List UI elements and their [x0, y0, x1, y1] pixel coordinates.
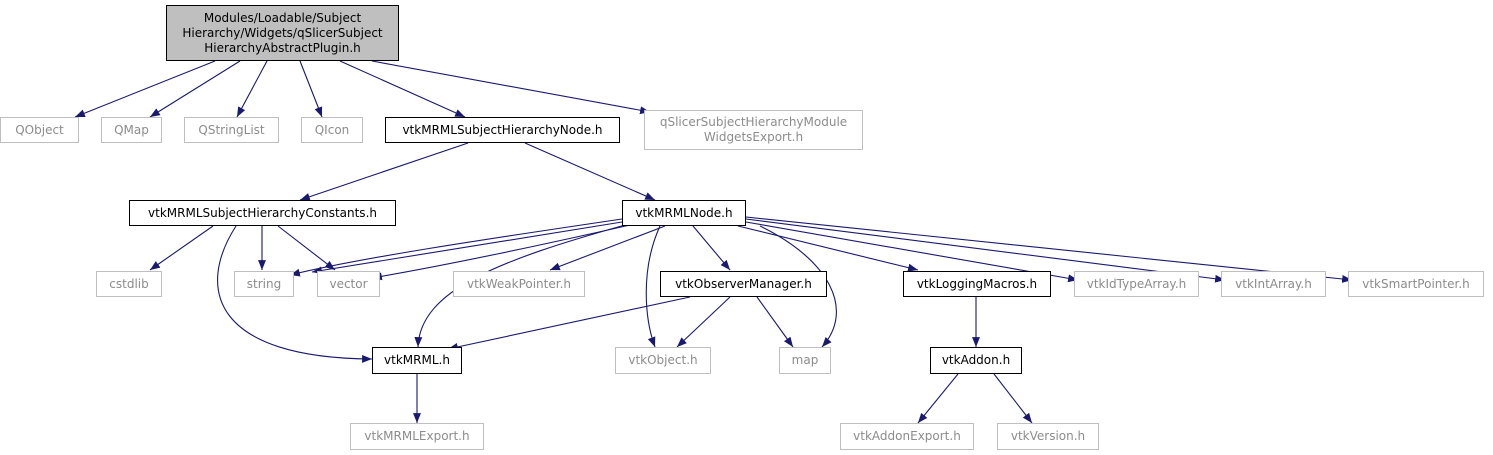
edge-shconst-mrmlh [217, 225, 373, 363]
node-qstringlist[interactable]: QStringList [184, 117, 279, 143]
edge-mrmlnode-map [759, 225, 837, 348]
node-weakptr[interactable]: vtkWeakPointer.h [453, 271, 585, 297]
edge-root-qobject [74, 60, 216, 118]
edge-mrmlnode-logmacros [737, 225, 919, 272]
edge-root-shnode [339, 60, 466, 118]
node-smartptr[interactable]: vtkSmartPointer.h [1348, 271, 1484, 297]
edge-mrmlnode-string [289, 218, 623, 277]
edge-obsmgr-map [756, 296, 794, 348]
node-mrmlnode[interactable]: vtkMRMLNode.h [622, 200, 746, 226]
node-obsmgr[interactable]: vtkObserverManager.h [660, 271, 827, 297]
node-string[interactable]: string [234, 271, 294, 297]
edge-shnode-mrmlnode [524, 142, 656, 201]
edge-mrmlnode-obsmgr [692, 225, 731, 271]
edge-addon-addonexport [917, 373, 959, 424]
node-qicon[interactable]: QIcon [301, 117, 363, 143]
edge-mrmlnode-vtkobject [645, 225, 661, 348]
edge-mrmlnode-weakptr [549, 225, 666, 271]
edge-mrmlnode-smartptr [745, 216, 1353, 283]
node-shnode[interactable]: vtkMRMLSubjectHierarchyNode.h [385, 117, 620, 143]
edge-obsmgr-mrmlh [447, 296, 691, 351]
node-qmap[interactable]: QMap [101, 117, 162, 143]
node-vtkobject[interactable]: vtkObject.h [615, 347, 711, 374]
node-shconst[interactable]: vtkMRMLSubjectHierarchyConstants.h [129, 200, 396, 226]
node-mrmlexport[interactable]: vtkMRMLExport.h [350, 423, 484, 450]
edge-root-qmap [149, 60, 241, 118]
node-addon[interactable]: vtkAddon.h [930, 347, 1022, 374]
node-cstdlib[interactable]: cstdlib [96, 271, 162, 297]
node-map[interactable]: map [779, 347, 831, 374]
node-version[interactable]: vtkVersion.h [997, 423, 1099, 450]
edge-mrmlnode-intarray [745, 218, 1226, 283]
node-exporth[interactable]: qSlicerSubjectHierarchyModule WidgetsExp… [644, 110, 863, 150]
node-addonexport[interactable]: vtkAddonExport.h [840, 423, 974, 450]
node-idtype[interactable]: vtkIdTypeArray.h [1074, 271, 1199, 297]
edge-obsmgr-vtkobject [676, 296, 731, 348]
edge-root-exporth [371, 60, 651, 115]
edge-root-qicon [299, 60, 323, 118]
node-vector[interactable]: vector [317, 271, 380, 297]
node-root[interactable]: Modules/Loadable/Subject Hierarchy/Widge… [166, 5, 399, 61]
node-mrmlh[interactable]: vtkMRML.h [372, 347, 462, 374]
edge-shconst-cstdlib [149, 225, 214, 271]
edge-root-qstringlist [236, 60, 268, 118]
node-logmacros[interactable]: vtkLoggingMacros.h [903, 271, 1051, 297]
edge-addon-version [993, 373, 1033, 424]
edge-shnode-shconst [299, 142, 469, 201]
edge-mrmlnode-vector [311, 221, 623, 275]
node-intarray[interactable]: vtkIntArray.h [1221, 271, 1326, 297]
node-qobject[interactable]: QObject [0, 117, 79, 143]
edge-shconst-vector [277, 225, 336, 271]
edge-mrmlnode-idtype [745, 221, 1079, 283]
edge-mrmlnode-vector-2 [371, 224, 631, 281]
